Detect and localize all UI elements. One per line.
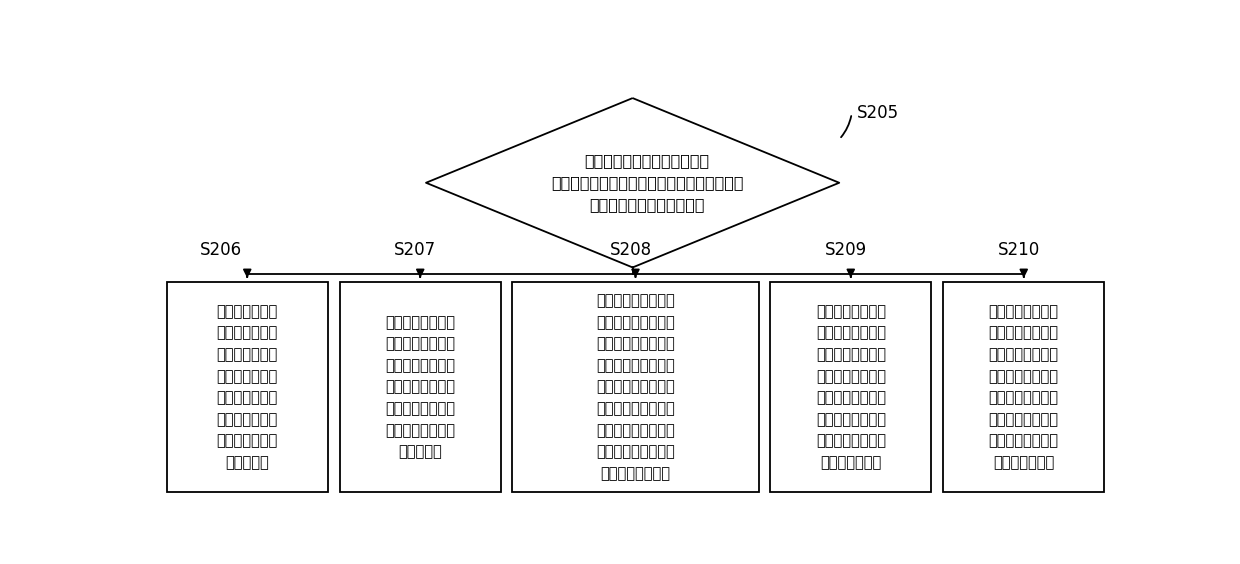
- Text: 将衣物湿度信息分别与第一预
预设值及第二预设值进行对比，并将地面湿度
信息与第一预设值进行对比: 将衣物湿度信息分别与第一预 预设值及第二预设值进行对比，并将地面湿度 信息与第一…: [551, 153, 743, 213]
- Text: 当检测到的衣物湿
度信息为衣物湿度
小于第一预设值，
地面湿度大于第一
预设值时，选择烘
干模式的送风方向
为向下模式: 当检测到的衣物湿 度信息为衣物湿度 小于第一预设值， 地面湿度大于第一 预设值时…: [386, 315, 455, 460]
- Text: S207: S207: [394, 241, 436, 259]
- Text: S210: S210: [998, 241, 1040, 259]
- Text: S205: S205: [857, 104, 899, 122]
- Text: S206: S206: [201, 241, 243, 259]
- Text: 当检测到的衣物湿
度信息为衣物湿度
大于第一预设值，
且大于第二预设值
时，地面湿度大于
第一预设值时，选
择烘干模式的送风
方向为上下模式: 当检测到的衣物湿 度信息为衣物湿度 大于第一预设值， 且大于第二预设值 时，地面…: [988, 304, 1059, 470]
- Text: 当检测到衣物湿度信
息为衣物湿度大于第
一预设值，且小于第
二预设值时，地面湿
度小于第一预设值时
，选择烘干模式的送
风方向为向上模式，
其中，所述第一预设
: 当检测到衣物湿度信 息为衣物湿度大于第 一预设值，且小于第 二预设值时，地面湿 …: [596, 293, 675, 481]
- Text: 当检测到的衣物
湿度信息为衣物
湿度小于第一预
设值，且地面湿
度小于第一预设
值时，选择烘干
模式的送风方向
为自动模式: 当检测到的衣物 湿度信息为衣物 湿度小于第一预 设值，且地面湿 度小于第一预设 …: [217, 304, 278, 470]
- Text: S208: S208: [610, 241, 652, 259]
- Text: 当检测到的衣物湿
度信息为衣物湿度
大于第一预设值，
且大于第二预设值
时，地面湿度小于
第一预设值时，选
择烘干模式的送风
方向为向上模式: 当检测到的衣物湿 度信息为衣物湿度 大于第一预设值， 且大于第二预设值 时，地面…: [816, 304, 885, 470]
- Bar: [340, 282, 501, 492]
- Bar: [942, 282, 1105, 492]
- Bar: [166, 282, 327, 492]
- Text: S209: S209: [825, 241, 867, 259]
- Bar: [512, 282, 759, 492]
- Bar: [770, 282, 931, 492]
